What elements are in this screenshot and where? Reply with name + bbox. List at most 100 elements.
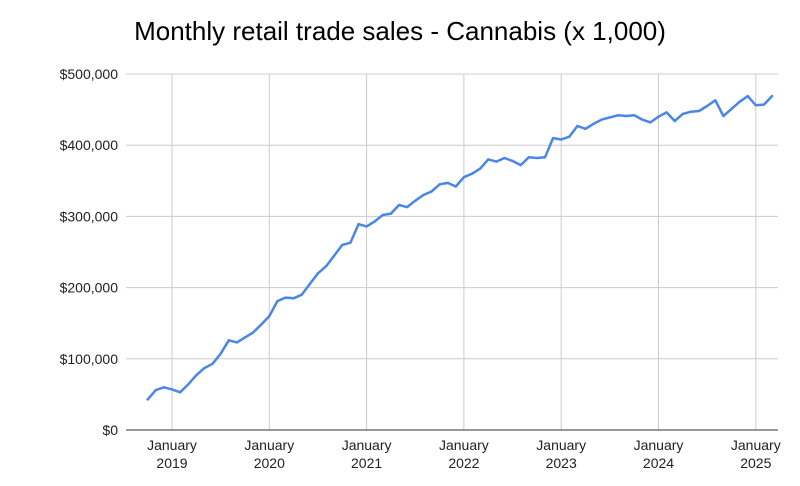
data-point (397, 203, 401, 207)
data-point (560, 138, 563, 141)
series-line (146, 94, 774, 401)
chart-title: Monthly retail trade sales - Cannabis (x… (134, 16, 666, 46)
data-point (365, 225, 368, 228)
x-tick-label-month: January (342, 437, 392, 453)
data-point (543, 156, 547, 159)
data-point (730, 107, 733, 111)
data-point (300, 293, 303, 296)
data-point (178, 391, 182, 394)
data-point (203, 366, 206, 370)
data-point (260, 323, 263, 326)
data-point (673, 119, 676, 123)
data-point (527, 156, 530, 159)
data-point (251, 331, 255, 334)
data-point (616, 114, 620, 117)
x-tick-label-year: 2019 (156, 455, 187, 471)
data-point (268, 314, 271, 318)
y-tick-label: $400,000 (60, 137, 119, 153)
data-point (422, 193, 425, 197)
y-tick-label: $0 (102, 422, 118, 438)
data-point (170, 388, 174, 391)
data-point (568, 135, 571, 138)
data-point (519, 163, 522, 167)
data-point (195, 374, 198, 377)
x-tick-label-month: January (634, 437, 684, 453)
data-point (624, 114, 628, 118)
data-point (462, 176, 466, 179)
x-tick-label-month: January (731, 437, 781, 453)
data-point (316, 272, 320, 275)
data-point (146, 398, 149, 401)
data-point (754, 104, 757, 107)
x-tick-label-year: 2022 (448, 455, 479, 471)
data-point (608, 116, 611, 119)
data-point (430, 190, 433, 193)
x-tick-label-month: January (536, 437, 586, 453)
data-point (438, 183, 441, 186)
data-point (681, 112, 684, 116)
y-tick-label: $100,000 (60, 351, 119, 367)
data-point (478, 167, 482, 170)
data-point (405, 205, 409, 209)
data-point (470, 172, 474, 175)
x-tick-label-year: 2024 (643, 455, 674, 471)
data-point (633, 114, 636, 117)
data-point (333, 254, 336, 257)
data-point (770, 94, 774, 98)
data-point (657, 115, 660, 118)
data-point (600, 118, 603, 121)
data-point (243, 336, 247, 339)
data-point (511, 159, 514, 163)
data-point (349, 241, 352, 244)
data-point (227, 339, 230, 342)
x-tick-label-month: January (147, 437, 197, 453)
data-point (665, 111, 668, 114)
data-point (535, 156, 539, 160)
data-point (389, 212, 393, 215)
data-point (762, 103, 766, 106)
data-point (276, 299, 279, 303)
data-point (308, 282, 311, 286)
data-point (284, 296, 287, 299)
data-point (154, 388, 157, 392)
data-point (341, 243, 344, 247)
data-point (373, 220, 376, 223)
data-point (746, 94, 749, 98)
data-point (705, 104, 709, 108)
data-point (551, 136, 555, 140)
data-point (495, 160, 498, 163)
data-point (641, 118, 644, 121)
data-point (487, 158, 490, 161)
data-point (162, 386, 166, 389)
data-point (187, 383, 190, 386)
data-point (219, 352, 222, 355)
data-point (649, 121, 652, 124)
data-point (738, 100, 741, 104)
x-tick-label-month: January (439, 437, 489, 453)
data-point (211, 362, 214, 365)
data-point (722, 114, 725, 118)
y-tick-label: $300,000 (60, 208, 119, 224)
data-point (576, 124, 579, 128)
x-tick-label-year: 2025 (740, 455, 771, 471)
data-point (584, 127, 587, 130)
data-point (697, 109, 701, 113)
data-point (357, 223, 360, 226)
x-tick-label-year: 2020 (254, 455, 285, 471)
x-tick-label-year: 2021 (351, 455, 382, 471)
y-tick-label: $200,000 (60, 280, 119, 296)
x-tick-label-year: 2023 (546, 455, 577, 471)
data-point (592, 122, 595, 126)
data-point (446, 181, 449, 185)
data-point (292, 297, 295, 300)
y-tick-label: $500,000 (60, 66, 119, 82)
data-point (454, 185, 457, 188)
x-tick-label-month: January (244, 437, 294, 453)
data-point (689, 110, 693, 113)
data-point (235, 341, 239, 344)
data-point (381, 213, 384, 217)
data-point (414, 199, 417, 202)
data-point (324, 265, 328, 268)
